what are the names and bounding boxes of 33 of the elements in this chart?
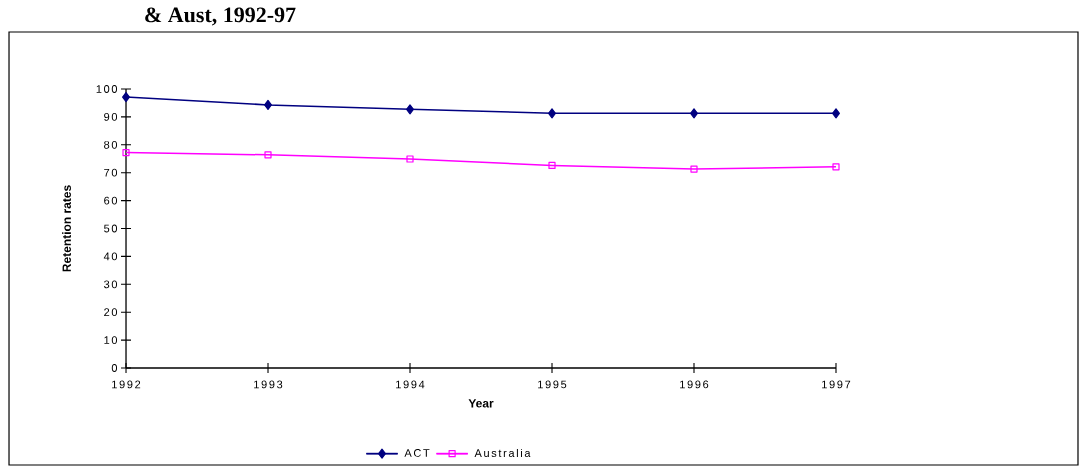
point (406, 155, 414, 163)
point (548, 161, 556, 170)
point (832, 163, 840, 171)
chart-title: & Aust, 1992-97 (145, 7, 296, 26)
point (832, 108, 840, 119)
legend-label: Australia (474, 448, 531, 457)
y-tick-label: 60 (104, 196, 118, 205)
point (548, 108, 556, 119)
point (690, 108, 698, 119)
y-tick-label: 80 (104, 140, 118, 149)
point (264, 151, 272, 159)
y-tick-label: 100 (96, 85, 118, 93)
x-axis-title: Year (468, 399, 494, 408)
x-tick-label: 1996 (680, 380, 709, 389)
y-tick-label: 50 (104, 224, 118, 233)
point (690, 165, 698, 173)
y-tick-label: 30 (104, 280, 118, 289)
y-tick-label: 20 (104, 308, 118, 317)
x-tick-label: 1997 (822, 380, 851, 389)
x-tick-label: 1992 (112, 380, 141, 389)
point (264, 99, 272, 110)
y-tick-label: 70 (104, 168, 118, 177)
y-tick-label: 90 (104, 113, 118, 121)
y-tick-label: 40 (103, 252, 118, 261)
x-tick-label: 1993 (254, 380, 283, 389)
x-tick-label: 1994 (396, 380, 425, 389)
legend-label: ACT (404, 449, 430, 457)
point (122, 149, 130, 157)
y-tick-label: 0 (111, 364, 118, 372)
x-tick-label: 1995 (538, 380, 567, 389)
y-tick-label: 10 (104, 336, 118, 344)
y-axis-title: Retention rates (62, 185, 71, 272)
point (406, 104, 414, 115)
